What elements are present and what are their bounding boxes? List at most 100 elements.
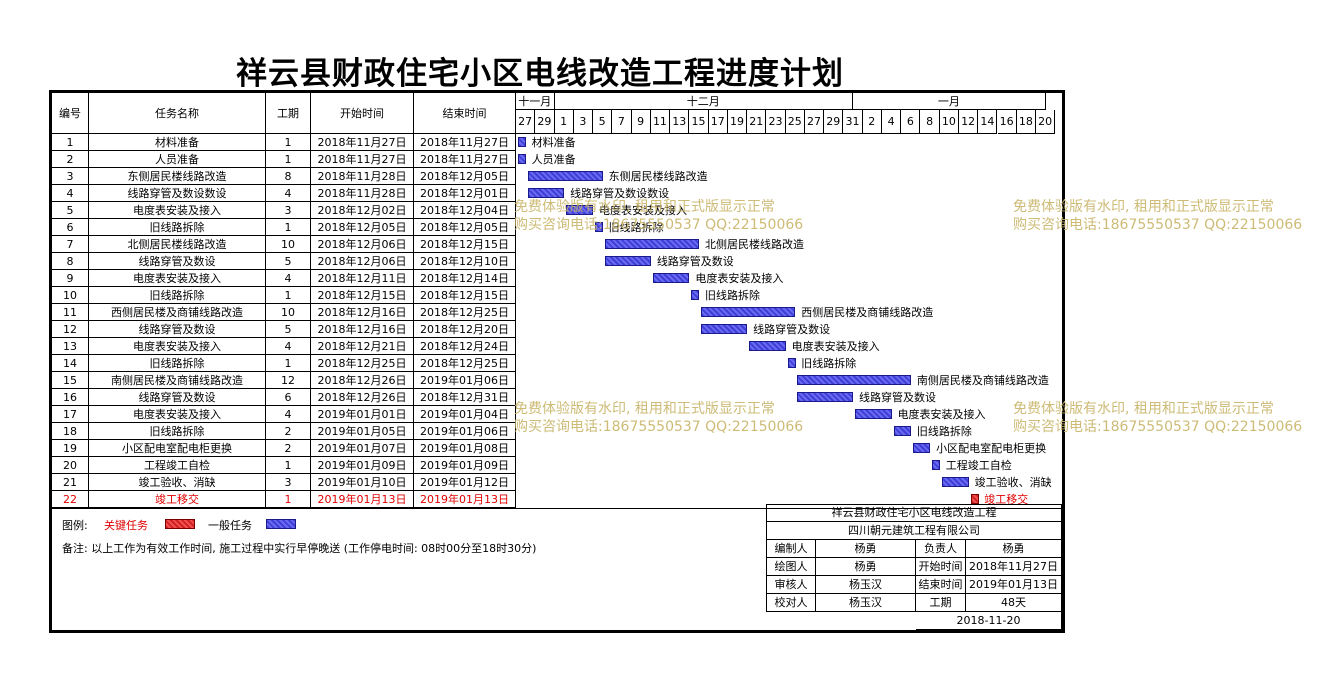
task-cell-end: 2018年12月15日 [414,287,516,304]
info-cell: 杨勇 [816,558,916,576]
task-bar-label: 竣工移交 [984,493,1029,506]
task-cell-end: 2019年01月13日 [414,491,516,508]
table-bottom-border [52,508,1062,509]
task-cell-start: 2019年01月13日 [311,491,414,508]
header-duration-col: 工期 [266,93,311,134]
task-cell-start: 2018年12月21日 [311,338,414,355]
task-bar [749,341,786,351]
task-cell-duration: 4 [266,406,311,423]
info-cell: 工期 [916,594,966,612]
task-bar [604,239,699,249]
task-bar [700,307,796,317]
task-cell-name: 电度表安装及接入 [89,406,266,423]
info-block-border [766,504,1062,505]
watermark: 免费体验版有水印, 租用和正式版显示正常购买咨询电话:18675550537 Q… [1013,400,1302,436]
watermark-line: 购买咨询电话:18675550537 QQ:22150066 [514,419,804,435]
info-cell: 杨勇 [966,540,1062,558]
legend-normal-swatch [266,519,296,529]
info-cell: 校对人 [766,594,816,612]
task-cell-id: 10 [52,287,89,304]
day-label: 17 [708,110,728,134]
task-cell-name: 竣工验收、消缺 [89,474,266,491]
task-cell-end: 2018年12月25日 [414,355,516,372]
task-cell-duration: 1 [266,151,311,168]
task-bar [652,273,690,283]
day-label: 10 [939,110,959,134]
task-cell-start: 2018年11月28日 [311,185,414,202]
task-cell-start: 2018年11月27日 [311,134,414,151]
task-cell-duration: 1 [266,219,311,236]
info-cell: 审核人 [766,576,816,594]
task-cell-end: 2018年12月24日 [414,338,516,355]
day-label: 27 [516,110,536,134]
watermark: 免费体验版有水印, 租用和正式版显示正常 购买咨询电话:18675550537 Q… [1013,198,1302,234]
task-cell-start: 2018年11月27日 [311,151,414,168]
task-cell-duration: 6 [266,389,311,406]
task-bar-label: 西侧居民楼及商铺线路改造 [801,306,934,319]
task-cell-name: 西侧居民楼及商铺线路改造 [89,304,266,321]
task-cell-id: 5 [52,202,89,219]
task-bar-label: 东侧居民楼线路改造 [608,170,708,183]
task-cell-end: 2019年01月04日 [414,406,516,423]
watermark-line: 免费体验版有水印, 租用和正式版显示正常 [1013,199,1274,215]
info-date: 2018-11-20 [916,612,1062,630]
day-label: 18 [1016,110,1036,134]
task-cell-name: 电度表安装及接入 [89,338,266,355]
day-label: 2 [862,110,882,134]
day-label: 13 [670,110,690,134]
task-bar [518,137,526,147]
task-cell-id: 12 [52,321,89,338]
task-cell-id: 14 [52,355,89,372]
task-cell-name: 旧线路拆除 [89,287,266,304]
info-cell: 杨玉汉 [816,594,916,612]
day-label: 8 [920,110,940,134]
task-bar-label: 线路穿管及数设 [753,323,831,336]
task-bar [604,256,651,266]
task-bar-label: 旧线路拆除 [916,425,972,438]
task-cell-duration: 1 [266,287,311,304]
task-cell-duration: 2 [266,423,311,440]
watermark-line: 免费体验版有水印, 租用和正式版显示正常 [1013,401,1274,417]
task-cell-end: 2018年12月05日 [414,168,516,185]
month-label: 十一月 [516,93,555,110]
task-bar-label: 工程竣工自检 [945,459,1012,472]
watermark: 免费体验版有水印, 租用和正式版显示正常 购买咨询电话:18675550537 Q… [514,400,803,436]
task-cell-id: 7 [52,236,89,253]
day-label: 27 [804,110,825,134]
task-cell-start: 2019年01月10日 [311,474,414,491]
task-bar-label: 小区配电室配电柜更换 [936,442,1047,455]
task-cell-end: 2018年12月25日 [414,304,516,321]
task-cell-duration: 3 [266,202,311,219]
day-label: 29 [824,110,844,134]
task-bar-label: 竣工验收、消缺 [974,476,1052,489]
watermark-line: 购买咨询电话:18675550537 QQ:22150066 [1013,419,1303,435]
task-bar-label: 旧线路拆除 [801,357,857,370]
task-bar [855,409,892,419]
task-bar [527,188,565,198]
task-cell-id: 16 [52,389,89,406]
task-cell-start: 2018年12月11日 [311,270,414,287]
month-label: 十二月 [554,93,854,110]
task-bar-label: 材料准备 [531,136,576,149]
task-cell-name: 旧线路拆除 [89,355,266,372]
task-cell-id: 19 [52,440,89,457]
task-bar-label: 北侧居民楼线路改造 [704,238,804,251]
task-cell-duration: 4 [266,338,311,355]
task-cell-end: 2018年11月27日 [414,134,516,151]
task-cell-duration: 12 [266,372,311,389]
day-label: 1 [554,110,574,134]
day-label: 15 [689,110,709,134]
task-bar [518,154,526,164]
task-bar [691,290,700,300]
day-label: 4 [881,110,902,134]
task-cell-id: 17 [52,406,89,423]
task-bar [595,222,604,232]
task-cell-start: 2018年12月05日 [311,219,414,236]
task-cell-name: 线路穿管及数设 [89,253,266,270]
day-label: 21 [747,110,767,134]
info-cell: 杨勇 [816,540,916,558]
task-bar [527,171,603,181]
task-cell-id: 8 [52,253,89,270]
task-cell-start: 2018年12月26日 [311,389,414,406]
task-cell-name: 南侧居民楼及商铺线路改造 [89,372,266,389]
